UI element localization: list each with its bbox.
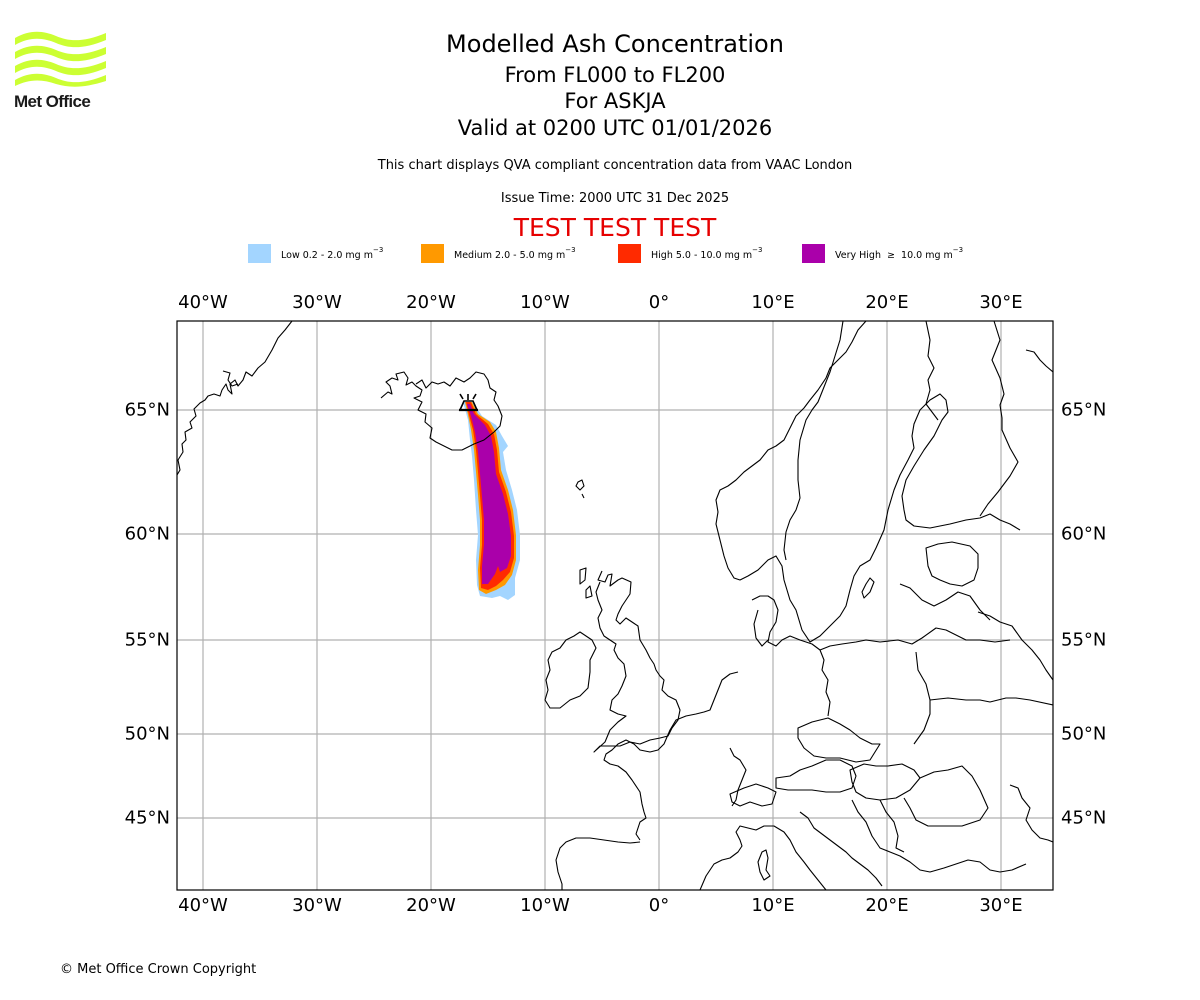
ash-plume <box>463 402 520 600</box>
continental-west-coast <box>603 671 739 841</box>
ireland-coast <box>544 631 597 709</box>
graticule <box>177 321 1053 890</box>
legend-label-high: High 5.0 - 10.0 mg m−3 <box>651 246 763 261</box>
latvia-lithuania-coast <box>899 583 991 621</box>
legend-label-low: Low 0.2 - 2.0 mg m−3 <box>281 246 384 261</box>
balkans-borders <box>851 799 1027 873</box>
legend-item-very-high: Very High ≥ 10.0 mg m−3 <box>802 244 963 263</box>
hebrides <box>579 567 593 599</box>
flight-level-range: From FL000 to FL200 <box>504 63 726 87</box>
greenland-coast <box>177 321 293 476</box>
ukraine-belarus-border <box>929 697 1053 706</box>
romania-border <box>903 765 989 827</box>
test-banner: TEST TEST TEST <box>513 213 717 242</box>
lat-label-right: 60°N <box>1061 523 1107 545</box>
finland-russia-border <box>979 321 1019 517</box>
lon-label-bottom: 0° <box>648 895 670 916</box>
met-office-logo: Met Office <box>14 30 109 112</box>
faroe-islands <box>575 479 585 499</box>
lat-label-right: 65°N <box>1061 399 1107 421</box>
lon-label-top: 20°E <box>865 292 909 313</box>
volcano-icon <box>458 393 479 412</box>
lon-label-bottom: 10°W <box>520 895 570 916</box>
germany-poland-border <box>819 649 831 717</box>
lon-label-top: 0° <box>648 292 670 313</box>
legend-item-high: High 5.0 - 10.0 mg m−3 <box>618 244 763 263</box>
iceland-coast <box>380 371 503 451</box>
denmark-coast <box>751 595 1011 651</box>
baltic-states <box>925 541 979 587</box>
poland-east-border <box>913 651 931 745</box>
lon-label-top: 10°E <box>751 292 795 313</box>
issue-time: Issue Time: 2000 UTC 31 Dec 2025 <box>500 191 730 206</box>
logo-text: Met Office <box>14 92 91 111</box>
legend-item-medium: Medium 2.0 - 5.0 mg m−3 <box>421 244 576 263</box>
white-sea-coast <box>1025 349 1053 373</box>
lat-label-left: 45°N <box>124 807 170 829</box>
lat-label-right: 55°N <box>1061 629 1107 651</box>
lon-label-top: 30°W <box>292 292 342 313</box>
lon-label-bottom: 30°W <box>292 895 342 916</box>
lon-label-bottom: 10°E <box>751 895 795 916</box>
lon-label-bottom: 20°W <box>406 895 456 916</box>
legend-swatch-very-high <box>802 244 825 263</box>
coastlines <box>177 321 1053 890</box>
gotland <box>861 577 875 599</box>
copyright-notice: © Met Office Crown Copyright <box>60 962 257 977</box>
valid-time: Valid at 0200 UTC 01/01/2026 <box>457 116 773 140</box>
lon-label-bottom: 30°E <box>979 895 1023 916</box>
lat-label-right: 45°N <box>1061 807 1107 829</box>
france-germany-border <box>729 747 747 807</box>
lon-label-bottom: 20°E <box>865 895 909 916</box>
legend-swatch-low <box>248 244 271 263</box>
serbia-border <box>879 799 905 853</box>
lat-label-right: 50°N <box>1061 723 1107 745</box>
lon-label-top: 10°W <box>520 292 570 313</box>
black-sea-coast <box>1009 784 1053 843</box>
chart-description: This chart displays QVA compliant concen… <box>377 158 853 173</box>
legend-label-very-high: Very High ≥ 10.0 mg m−3 <box>835 246 964 261</box>
lat-label-left: 65°N <box>124 399 170 421</box>
legend-swatch-high <box>618 244 641 263</box>
austria-border <box>775 759 857 793</box>
great-britain-coast <box>593 570 681 753</box>
volcano-name: For ASKJA <box>564 89 666 113</box>
lat-label-left: 55°N <box>124 629 170 651</box>
mediterranean-coast <box>699 825 827 890</box>
lon-label-top: 20°W <box>406 292 456 313</box>
baltic-eastern-borders <box>977 611 1053 681</box>
lon-label-top: 40°W <box>178 292 228 313</box>
map-frame <box>176 320 1054 891</box>
lon-label-bottom: 40°W <box>178 895 228 916</box>
sweden-norway-border <box>783 321 844 561</box>
corsica <box>757 849 771 881</box>
lon-label-top: 30°E <box>979 292 1023 313</box>
chart-title: Modelled Ash Concentration <box>446 30 784 58</box>
switzerland-border <box>729 783 777 807</box>
finland-border <box>925 321 939 421</box>
legend-item-low: Low 0.2 - 2.0 mg m−3 <box>248 244 383 263</box>
czech-border <box>797 717 881 763</box>
jutland <box>753 609 769 647</box>
hungary-border <box>849 763 921 801</box>
lat-label-left: 50°N <box>124 723 170 745</box>
greenland-fjord <box>222 370 239 387</box>
legend-label-medium: Medium 2.0 - 5.0 mg m−3 <box>454 246 576 261</box>
scandinavia-coast <box>715 321 1021 643</box>
legend-swatch-medium <box>421 244 444 263</box>
met-office-waves-icon <box>15 31 106 87</box>
adriatic-coast <box>799 811 883 887</box>
ash-very-high-area <box>467 404 511 584</box>
spain-north-coast <box>555 837 641 890</box>
lat-label-left: 60°N <box>124 523 170 545</box>
